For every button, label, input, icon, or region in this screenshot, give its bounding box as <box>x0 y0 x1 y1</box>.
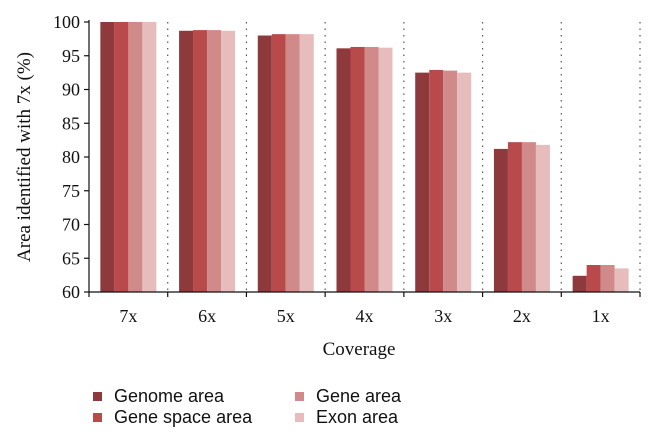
y-tick-label: 60 <box>62 282 80 302</box>
bar-gene-area-2x <box>521 142 536 292</box>
bar-genome-area-6x <box>179 30 194 293</box>
y-tick-label: 65 <box>62 248 80 268</box>
bar-exon-area-1x <box>614 268 629 292</box>
legend-label: Genome area <box>114 386 225 406</box>
bar-gene-space-area-3x <box>429 69 444 292</box>
bar-gene-area-4x <box>364 46 379 292</box>
bar-genome-area-4x <box>336 48 351 293</box>
bar-gene-space-area-5x <box>271 34 286 293</box>
bar-genome-area-1x <box>572 275 587 292</box>
grid-lines <box>167 22 641 292</box>
y-axis-title: Area identified with 7x (%) <box>14 52 35 262</box>
bar-genome-area-5x <box>257 35 272 292</box>
bar-genome-area-2x <box>493 148 508 292</box>
x-axis-title: Coverage <box>323 339 396 360</box>
y-tick-label: 90 <box>62 80 80 100</box>
y-tick-label: 95 <box>62 46 80 66</box>
legend-label: Gene space area <box>114 407 253 427</box>
bar-exon-area-6x <box>221 30 236 293</box>
bar-genome-area-7x <box>100 22 115 292</box>
bar-gene-space-area-1x <box>586 265 601 292</box>
bar-exon-area-2x <box>535 144 550 292</box>
y-tick-label: 70 <box>62 215 80 235</box>
bar-gene-area-7x <box>128 22 143 292</box>
x-tick-label: 5x <box>277 306 295 326</box>
x-tick-labels: 7x 6x 5x 4x 3x 2x 1x <box>88 292 641 326</box>
bar-gene-space-area-4x <box>350 46 365 292</box>
x-tick-label: 3x <box>434 306 452 326</box>
bar-gene-area-3x <box>443 70 458 292</box>
legend-swatch <box>295 392 304 401</box>
bar-exon-area-5x <box>299 34 314 293</box>
x-tick-label: 2x <box>513 306 531 326</box>
y-tick-label: 100 <box>53 12 80 32</box>
bars <box>100 22 629 293</box>
legend-label: Gene area <box>316 386 402 406</box>
bar-gene-area-6x <box>207 30 222 292</box>
x-tick-label: 1x <box>592 306 610 326</box>
x-tick-label: 6x <box>198 306 216 326</box>
y-tick-label: 80 <box>62 147 80 167</box>
y-tick-label: 75 <box>62 181 80 201</box>
bar-genome-area-3x <box>415 72 430 292</box>
bar-gene-area-1x <box>600 265 615 292</box>
x-tick-label: 4x <box>356 306 374 326</box>
bar-gene-space-area-7x <box>114 22 129 292</box>
bar-exon-area-3x <box>457 72 472 292</box>
bar-gene-space-area-2x <box>507 142 522 292</box>
bar-gene-space-area-6x <box>193 30 208 292</box>
bar-exon-area-4x <box>378 47 393 293</box>
legend-swatch <box>93 392 102 401</box>
legend-label: Exon area <box>316 407 399 427</box>
legend-swatch <box>295 413 304 422</box>
x-tick-label: 7x <box>119 306 137 326</box>
bar-gene-area-5x <box>285 34 300 293</box>
bar-exon-area-7x <box>142 22 157 292</box>
y-tick-label: 85 <box>62 113 80 133</box>
axes <box>88 20 640 293</box>
y-tick-labels: 60 65 70 75 80 85 90 95 100 <box>53 12 89 302</box>
legend-swatch <box>93 413 102 422</box>
